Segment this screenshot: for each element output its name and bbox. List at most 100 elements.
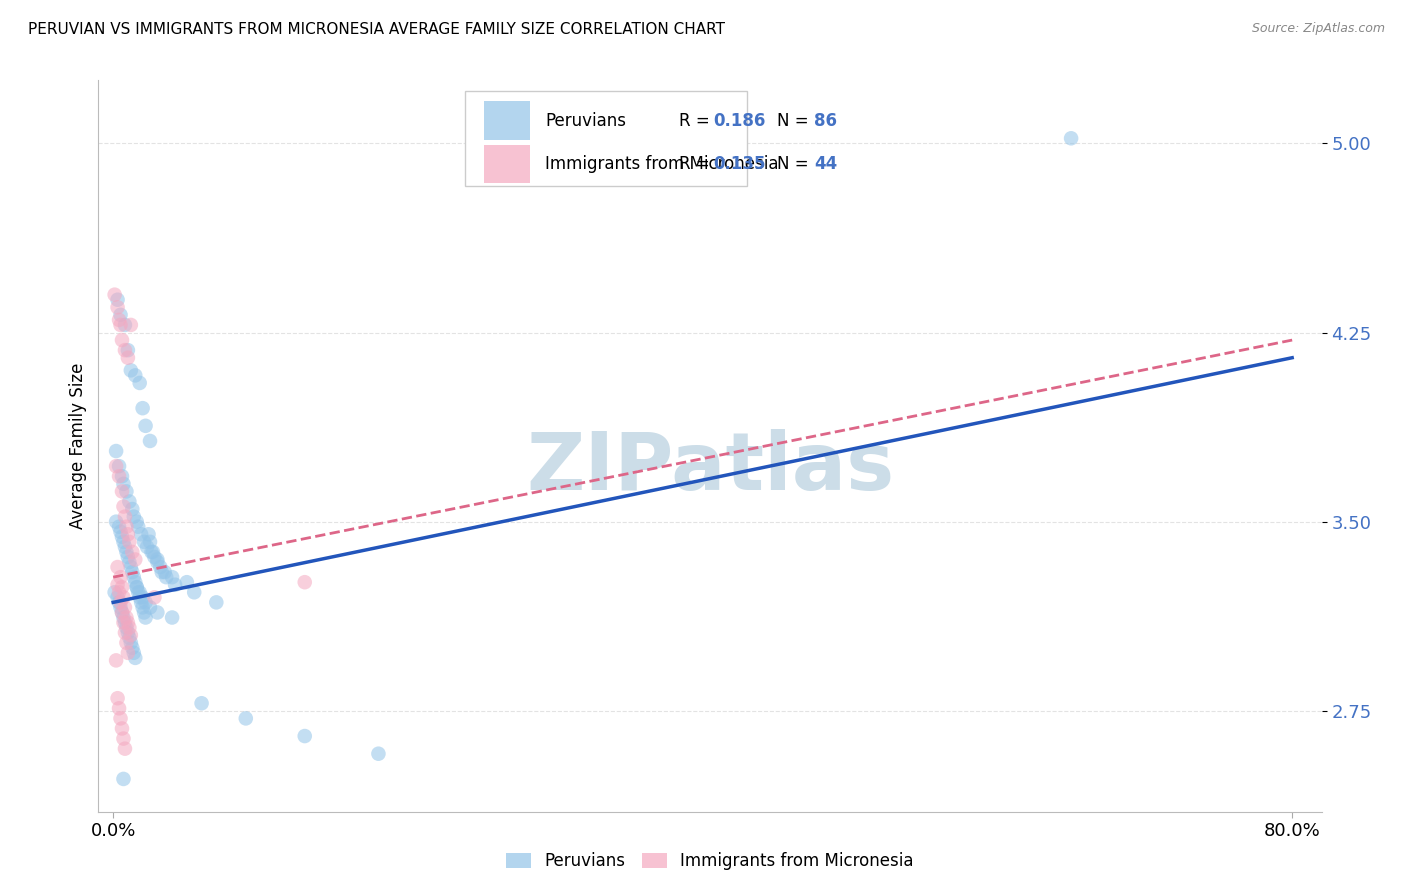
Point — [153, 565, 176, 579]
Point — [129, 527, 152, 541]
FancyBboxPatch shape — [465, 91, 747, 186]
Point — [117, 343, 139, 358]
Point — [115, 610, 138, 624]
Point — [135, 610, 157, 624]
Point — [107, 293, 129, 307]
Point — [132, 606, 155, 620]
Point — [120, 636, 142, 650]
Point — [205, 595, 228, 609]
Point — [111, 580, 134, 594]
Text: 44: 44 — [814, 155, 837, 173]
Point — [146, 552, 169, 566]
Point — [104, 585, 127, 599]
Point — [112, 772, 135, 786]
Point — [115, 484, 138, 499]
Point — [107, 560, 129, 574]
Point — [120, 628, 142, 642]
Point — [110, 524, 132, 539]
Point — [111, 484, 134, 499]
Point — [114, 615, 136, 630]
Point — [135, 595, 157, 609]
Point — [112, 534, 135, 549]
Point — [111, 530, 134, 544]
Point — [160, 610, 183, 624]
Point — [108, 313, 131, 327]
Point — [117, 615, 139, 630]
Point — [121, 565, 143, 579]
Point — [190, 696, 212, 710]
Point — [131, 600, 153, 615]
Point — [131, 401, 153, 416]
Point — [111, 469, 134, 483]
Point — [160, 570, 183, 584]
Point — [183, 585, 205, 599]
Point — [117, 646, 139, 660]
Legend: Peruvians, Immigrants from Micronesia: Peruvians, Immigrants from Micronesia — [499, 846, 921, 877]
Point — [367, 747, 389, 761]
Point — [124, 651, 146, 665]
Point — [142, 545, 165, 559]
Point — [139, 434, 162, 448]
Point — [110, 570, 132, 584]
Point — [1060, 131, 1083, 145]
Point — [104, 287, 127, 301]
Point — [112, 476, 135, 491]
Bar — [484, 145, 530, 184]
Point — [124, 552, 146, 566]
Point — [143, 549, 166, 564]
Point — [108, 595, 131, 609]
Point — [128, 591, 150, 605]
Point — [115, 545, 138, 559]
Point — [165, 578, 187, 592]
Point — [108, 459, 131, 474]
Point — [110, 308, 132, 322]
Point — [107, 300, 129, 314]
Point — [146, 606, 169, 620]
Text: R =: R = — [679, 155, 716, 173]
Point — [125, 515, 148, 529]
Point — [235, 711, 257, 725]
Text: N =: N = — [778, 155, 814, 173]
Point — [125, 580, 148, 594]
Point — [138, 527, 160, 541]
Point — [112, 591, 135, 605]
Point — [117, 549, 139, 564]
Point — [108, 469, 131, 483]
Point — [124, 368, 146, 383]
Point — [111, 606, 134, 620]
Point — [294, 575, 316, 590]
Point — [117, 527, 139, 541]
Point — [122, 509, 145, 524]
Point — [105, 444, 128, 458]
Point — [111, 333, 134, 347]
Point — [112, 615, 135, 630]
Text: Peruvians: Peruvians — [546, 112, 626, 129]
Point — [128, 585, 150, 599]
Point — [135, 418, 157, 433]
Text: 0.186: 0.186 — [714, 112, 766, 129]
Point — [105, 515, 128, 529]
Point — [110, 600, 132, 615]
Point — [112, 731, 135, 746]
Point — [112, 500, 135, 514]
Point — [117, 351, 139, 365]
Point — [120, 560, 142, 574]
Point — [122, 646, 145, 660]
Point — [129, 595, 152, 609]
Point — [120, 318, 142, 332]
Point — [110, 711, 132, 725]
Point — [114, 318, 136, 332]
Bar — [484, 102, 530, 139]
Point — [115, 621, 138, 635]
Point — [118, 555, 141, 569]
Point — [110, 595, 132, 609]
Point — [121, 502, 143, 516]
Text: 86: 86 — [814, 112, 837, 129]
Point — [107, 691, 129, 706]
Point — [108, 585, 131, 599]
Point — [118, 621, 141, 635]
Point — [132, 534, 155, 549]
Text: Source: ZipAtlas.com: Source: ZipAtlas.com — [1251, 22, 1385, 36]
Point — [110, 318, 132, 332]
Point — [127, 519, 149, 533]
